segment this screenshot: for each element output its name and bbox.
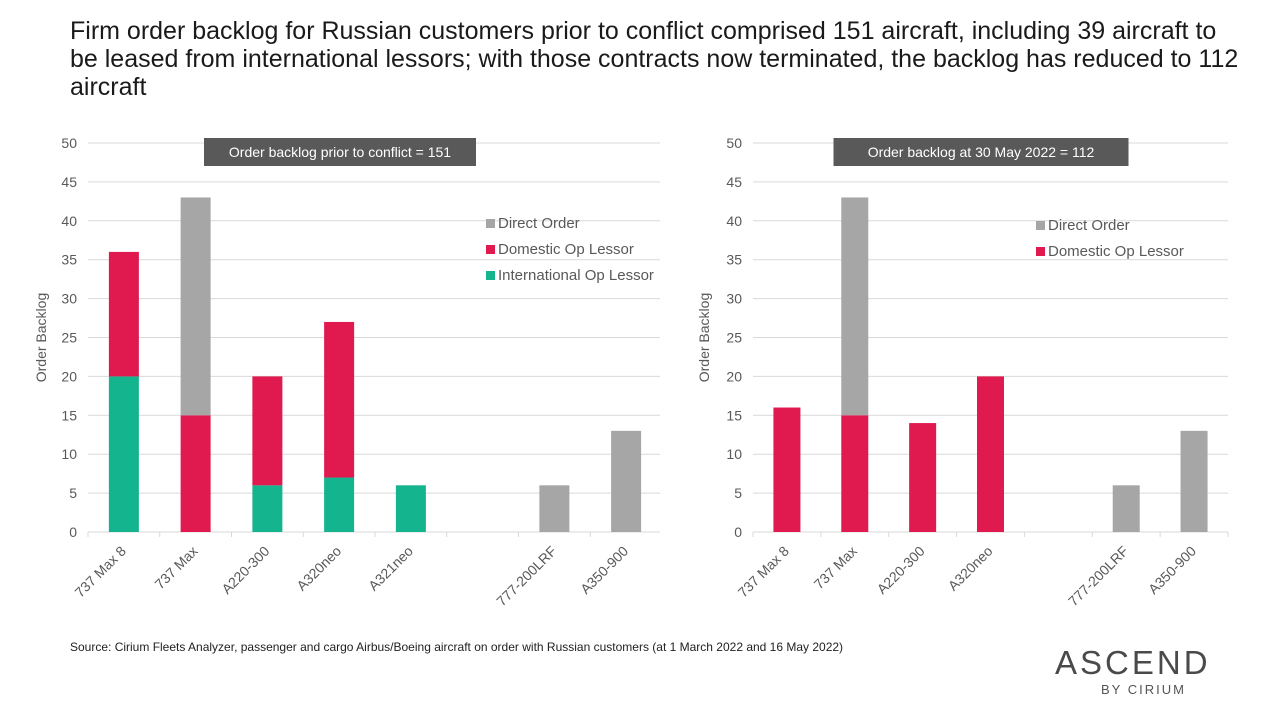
bar-domestic-op-lessor-737-max <box>841 415 869 532</box>
y-tick-label: 20 <box>61 368 77 384</box>
bar-international-op-lessor-a220-300 <box>252 485 283 532</box>
bar-domestic-op-lessor-737-max <box>180 415 211 532</box>
chart-pre-conflict: 0 5 10 15 20 25 30 35 40 45 50 Order Backlog 737 Max… <box>33 135 660 609</box>
y-tick-label: 5 <box>734 485 742 501</box>
x-tick-label: A220-300 <box>874 543 928 597</box>
y-tick-label: 50 <box>726 135 742 151</box>
bar-international-op-lessor-737-max-8 <box>108 376 139 532</box>
y-tick-label: 50 <box>61 135 77 151</box>
legend-swatch <box>486 219 495 228</box>
brand-sub: BY CIRIUM <box>1101 682 1186 697</box>
bar-direct-order-a350-900 <box>1180 430 1208 532</box>
y-tick-label: 10 <box>61 446 77 462</box>
y-tick-label: 45 <box>726 174 742 190</box>
bar-direct-order-737-max <box>841 197 869 416</box>
ascend-logo: ASCEND BY CIRIUM <box>1055 644 1211 698</box>
y-tick-label: 35 <box>61 252 77 268</box>
y-tick-label: 0 <box>69 524 77 540</box>
bar-domestic-op-lessor-a220-300 <box>909 423 937 532</box>
x-tick-label: 737 Max <box>811 543 860 592</box>
legend-label: Direct Order <box>498 215 580 232</box>
banner-box <box>833 138 1129 166</box>
y-tick-label: 40 <box>61 213 77 229</box>
legend-label: Domestic Op Lessor <box>498 241 634 258</box>
y-tick-label: 25 <box>726 330 742 346</box>
slide-title: Firm order backlog for Russian customers… <box>70 17 1239 101</box>
y-tick-label: 5 <box>69 485 77 501</box>
bar-domestic-op-lessor-a320neo <box>324 321 355 478</box>
legend-label: Domestic Op Lessor <box>1048 243 1184 260</box>
bar-international-op-lessor-a321neo <box>395 485 426 532</box>
y-axis-label: Order Backlog <box>33 293 49 382</box>
bar-international-op-lessor-a320neo <box>324 477 355 532</box>
legend-swatch <box>1036 247 1045 256</box>
bar-domestic-op-lessor-737-max-8 <box>108 251 139 377</box>
y-tick-label: 40 <box>726 213 742 229</box>
y-tick-label: 15 <box>61 407 77 423</box>
legend-swatch <box>1036 221 1045 230</box>
bar-domestic-op-lessor-a320neo <box>977 376 1004 532</box>
y-tick-label: 45 <box>61 174 77 190</box>
x-tick-label: A320neo <box>945 543 996 594</box>
legend-label: Direct Order <box>1048 217 1130 234</box>
y-tick-label: 15 <box>726 407 742 423</box>
x-tick-label: 737 Max <box>151 543 200 592</box>
y-tick-label: 30 <box>61 291 77 307</box>
x-tick-label: A220-300 <box>218 543 272 597</box>
x-tick-label: 737 Max 8 <box>735 543 793 601</box>
y-tick-label: 35 <box>726 252 742 268</box>
bar-direct-order-777-200lrf <box>539 485 570 532</box>
y-tick-label: 30 <box>726 291 742 307</box>
legend-swatch <box>486 245 495 254</box>
x-tick-label: A350-900 <box>1145 543 1199 597</box>
x-tick-label: A350-900 <box>577 543 631 597</box>
x-tick-label: A320neo <box>293 543 344 594</box>
y-axis-label: Order Backlog <box>696 293 712 382</box>
y-tick-label: 10 <box>726 446 742 462</box>
y-tick-label: 20 <box>726 368 742 384</box>
legend-swatch <box>486 271 495 280</box>
bar-direct-order-a350-900 <box>611 430 642 532</box>
x-tick-label: 737 Max 8 <box>71 543 129 601</box>
banner-box <box>204 138 476 166</box>
banner-text: Order backlog prior to conflict = 151 <box>229 144 451 160</box>
brand-name: ASCEND <box>1055 644 1211 681</box>
banner-text: Order backlog at 30 May 2022 = 112 <box>868 144 1095 160</box>
y-tick-label: 0 <box>734 524 742 540</box>
x-tick-label: 777-200LRF <box>1065 543 1131 609</box>
x-tick-label: 777-200LRF <box>493 543 559 609</box>
bar-domestic-op-lessor-737-max-8 <box>773 407 801 532</box>
legend-label: International Op Lessor <box>498 267 654 284</box>
bar-direct-order-737-max <box>180 197 211 416</box>
bar-domestic-op-lessor-a220-300 <box>252 376 283 486</box>
x-tick-label: A321neo <box>365 543 416 594</box>
bar-direct-order-777-200lrf <box>1112 485 1140 532</box>
chart-current: 0 5 10 15 20 25 30 35 40 45 50 Order Backlog 737 Max… <box>696 135 1229 609</box>
source-note: Source: Cirium Fleets Analyzer, passenge… <box>70 640 844 654</box>
y-tick-label: 25 <box>61 330 77 346</box>
